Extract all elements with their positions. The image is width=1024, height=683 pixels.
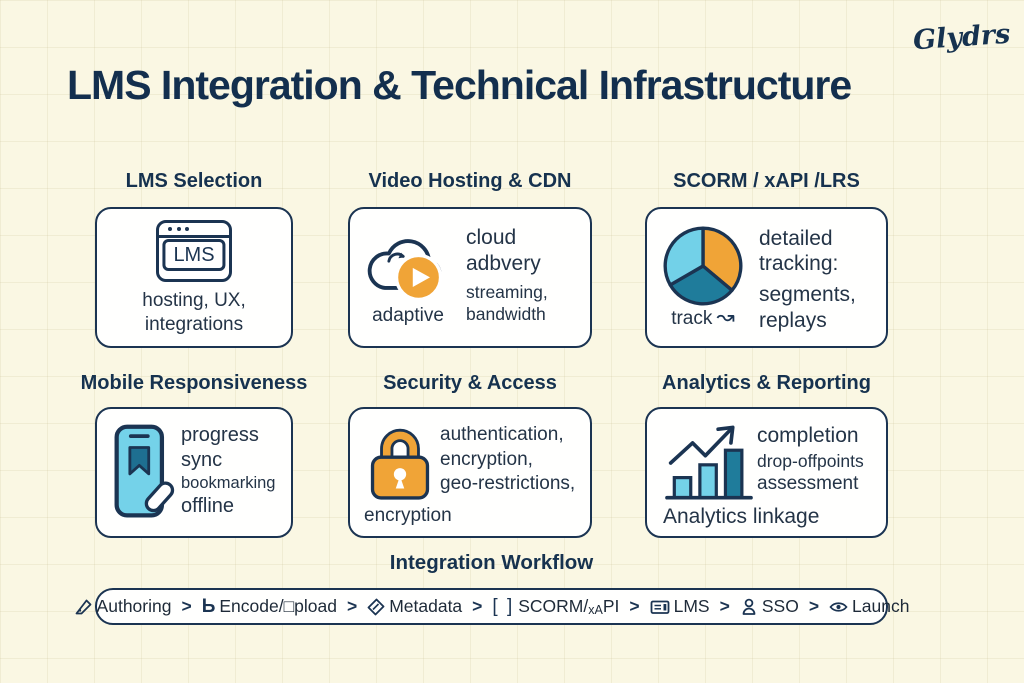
icon-caption: track ↝ [671, 304, 735, 330]
workflow-step-encode: Ь Encode/□pload [202, 596, 337, 618]
phone-bookmark-icon [111, 419, 177, 525]
card-analytics: completion drop-offpoints assessment Ana… [645, 407, 888, 538]
card-line: completion [757, 424, 859, 447]
workflow-step-lms: LMS [650, 596, 710, 617]
browser-window-icon: LMS [156, 220, 232, 282]
chevron-separator: > [808, 596, 820, 616]
card-line: tracking: [759, 252, 839, 276]
chevron-separator: > [719, 596, 730, 616]
card-header-video-hosting: Video Hosting & CDN [368, 170, 572, 192]
chevron-separator: > [346, 596, 358, 616]
workflow-step-launch: Launch [829, 596, 909, 617]
chevron-separator: > [181, 596, 192, 616]
pie-chart-icon [661, 224, 745, 308]
card-mobile: progress sync bookmarking offline [95, 407, 293, 538]
browser-dot-icon [185, 227, 189, 231]
label-suffix: PI [602, 596, 620, 616]
encode-glyph-icon: Ь [201, 595, 216, 617]
workflow-step-scorm: [ ] SCORM/xAPI [492, 596, 619, 618]
card-header-scorm: SCORM / xAPI /LRS [673, 170, 860, 192]
lms-badge: LMS [162, 238, 226, 271]
workflow-step-label: Metadata [389, 596, 463, 616]
card-line: authentication, [440, 424, 564, 445]
card-line: encryption, [440, 448, 533, 470]
card-line: offline [181, 494, 235, 517]
card-header-lms-selection: LMS Selection [125, 170, 263, 192]
card-scorm: track ↝ detailed tracking: segments, repl… [645, 207, 888, 348]
caption-text: track [671, 308, 713, 329]
padlock-icon [364, 421, 436, 501]
card-footer: encryption [364, 505, 452, 526]
card-lms-selection: LMS hosting, UX, integrations [95, 207, 293, 348]
workflow-title: Integration Workflow [389, 551, 594, 574]
card-line: hosting, UX, [142, 290, 246, 311]
card-line: cloud [466, 226, 517, 249]
workflow-step-label: Authoring [96, 596, 172, 616]
eye-icon [829, 599, 848, 615]
card-line: integrations [144, 313, 244, 335]
pencil-icon [74, 597, 93, 616]
workflow-step-label: SSO [761, 596, 799, 616]
card-text: detailed tracking: segments, replays [759, 209, 856, 346]
card-line: adbvery [466, 251, 541, 275]
workflow-step-label: Encode/□pload [219, 596, 337, 616]
card-header-security: Security & Access [383, 372, 557, 394]
card-text: progress sync bookmarking offline [181, 409, 275, 536]
workflow-step-label: LMS [673, 596, 710, 616]
card-line: streaming, [466, 282, 548, 303]
workflow-step-metadata: Metadata [367, 596, 462, 617]
tag-icon [367, 598, 385, 616]
bar-chart-icon [661, 421, 757, 505]
card-header-mobile: Mobile Responsiveness [80, 372, 308, 394]
label-subscript: xA [588, 603, 603, 617]
card-line: drop-offpoints [757, 450, 864, 471]
page-title: LMS Integration & Technical Infrastructu… [67, 62, 852, 108]
wave-arrow-icon: ↝ [716, 304, 735, 329]
browser-titlebar [159, 223, 229, 238]
browser-dot-icon [168, 227, 172, 231]
card-text: hosting, UX, integrations [142, 289, 246, 337]
browser-dot-icon [176, 227, 181, 231]
brackets-icon: [ ] [492, 595, 515, 617]
card-line: geo-restrictions, [440, 473, 576, 495]
chevron-separator: > [629, 596, 640, 616]
card-line: replays [759, 308, 827, 332]
workflow-bar: Authoring > Ь Encode/□pload > Metadata >… [75, 588, 909, 625]
card-text: cloud adbvery streaming, bandwidth [466, 209, 548, 346]
card-line: assessment [757, 473, 859, 495]
card-text: authentication, encryption, geo-restrict… [440, 423, 575, 497]
card-line: progress [181, 424, 259, 446]
person-icon [740, 597, 758, 616]
workflow-step-label: SCORM/xAPI [518, 596, 619, 617]
label-prefix: SCORM/ [518, 596, 589, 616]
workflow-step-label: Launch [852, 596, 910, 616]
cloud-play-icon [358, 221, 458, 309]
card-line: bookmarking [181, 474, 276, 492]
chevron-separator: > [472, 596, 483, 616]
card-line: segments, [759, 283, 856, 307]
card-video-hosting: adaptive cloud adbvery streaming, bandwi… [348, 207, 592, 348]
card-footer: Analytics linkage [663, 505, 820, 528]
card-text: completion drop-offpoints assessment [757, 423, 864, 497]
card-line: sync [181, 449, 223, 471]
card-icon [650, 598, 670, 616]
workflow-step-sso: SSO [740, 596, 799, 617]
card-line: detailed [759, 227, 833, 250]
brand-logo: Glydrs [911, 18, 1011, 57]
card-security: authentication, encryption, geo-restrict… [348, 407, 592, 538]
icon-caption: adaptive [372, 305, 444, 326]
workflow-step-authoring: Authoring [74, 596, 172, 617]
card-header-analytics: Analytics & Reporting [662, 372, 871, 394]
card-line: bandwidth [466, 303, 546, 324]
